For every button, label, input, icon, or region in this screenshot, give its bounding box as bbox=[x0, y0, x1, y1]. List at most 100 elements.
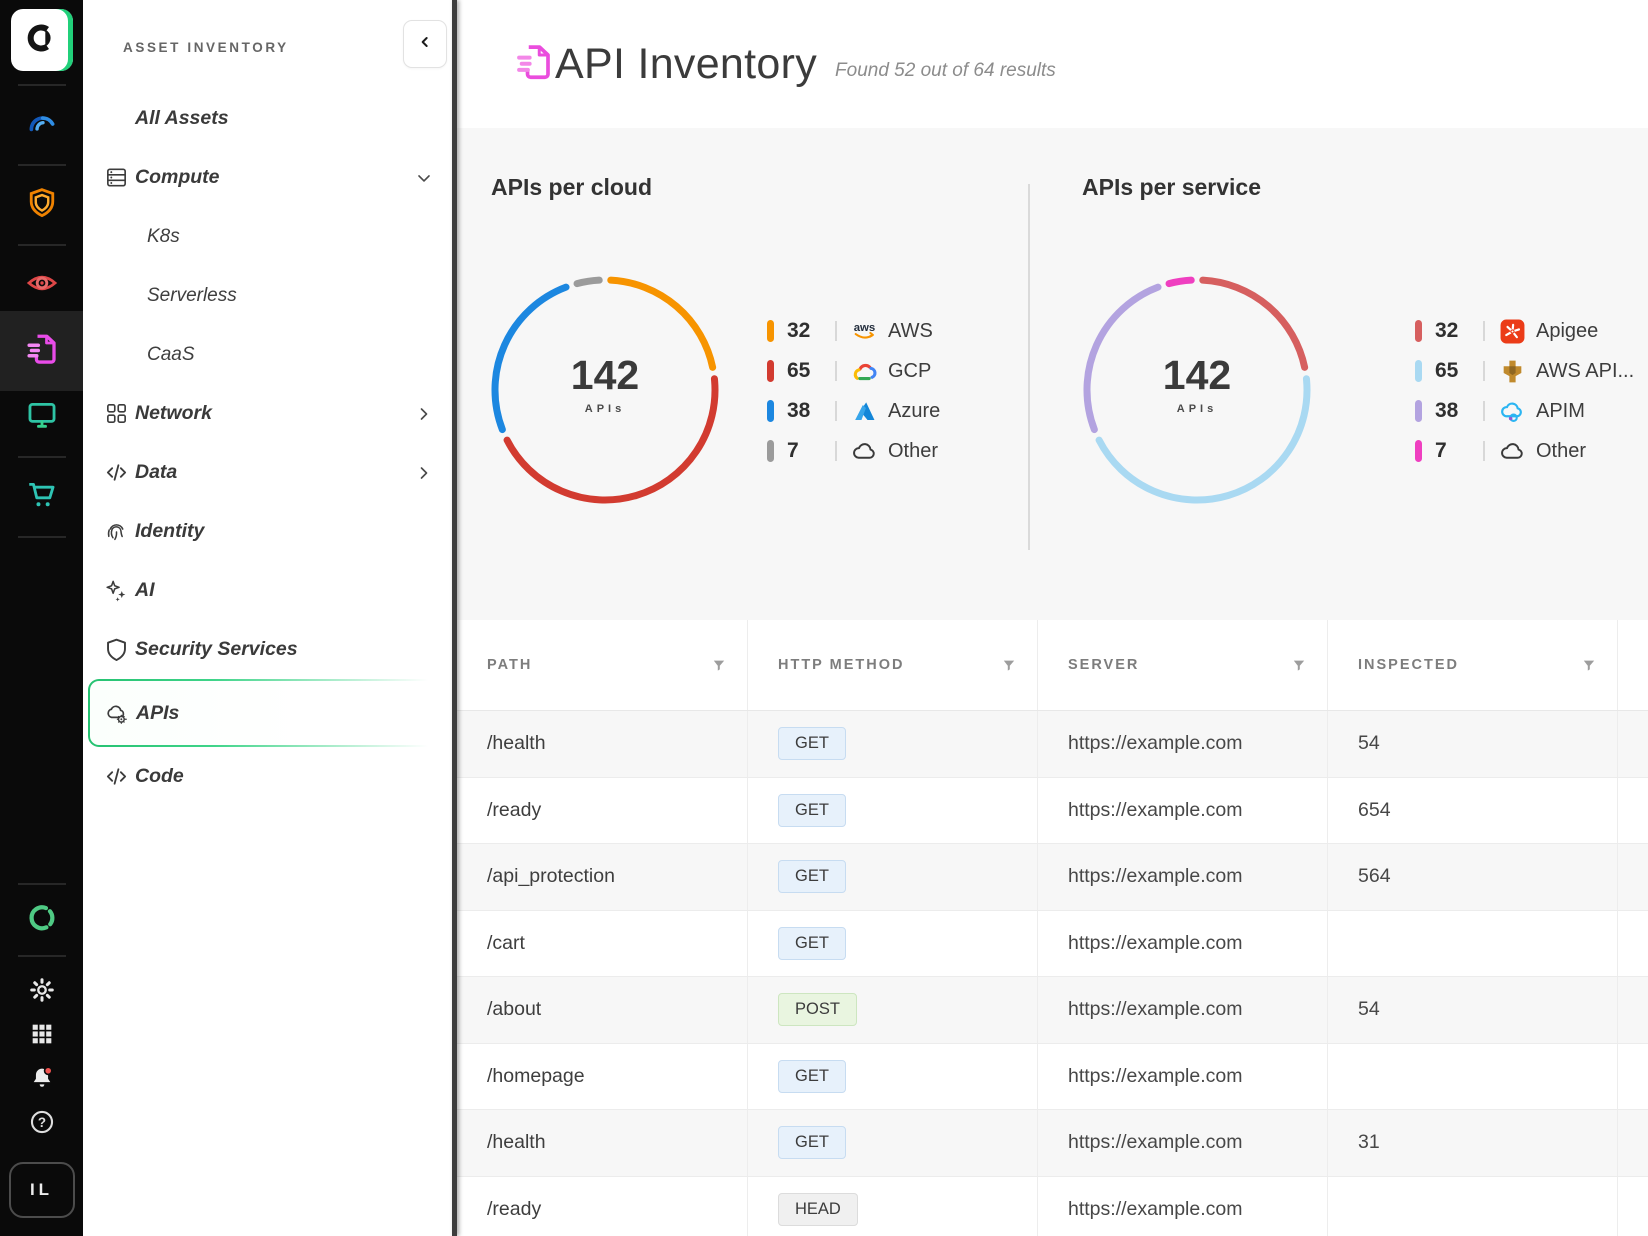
rail-item-api-inventory[interactable] bbox=[0, 311, 83, 391]
sidebar-item-label: CaaS bbox=[147, 343, 195, 365]
legend-divider bbox=[1483, 321, 1485, 341]
sidebar-item-serverless[interactable]: Serverless bbox=[83, 266, 452, 325]
chart-title: APIs per cloud bbox=[491, 174, 653, 200]
page-header: API Inventory Found 52 out of 64 results bbox=[457, 0, 1648, 128]
table-row[interactable]: /ready HEAD https://example.com bbox=[457, 1176, 1648, 1236]
chevron-left-icon bbox=[417, 34, 433, 55]
sidebar-item-ai[interactable]: AI bbox=[83, 561, 452, 620]
table-row[interactable]: /health GET https://example.com 31 bbox=[457, 1110, 1648, 1177]
column-header-server: SERVER bbox=[1037, 620, 1327, 710]
rail-item-workloads[interactable] bbox=[0, 391, 83, 443]
rail-item-dashboard[interactable] bbox=[0, 99, 83, 151]
sidebar-item-label: Serverless bbox=[147, 284, 237, 306]
sidebar-item-label: Identity bbox=[135, 520, 205, 542]
cell-path: /homepage bbox=[487, 1064, 585, 1087]
cell-inspected: 654 bbox=[1327, 777, 1617, 843]
cell-server: https://example.com bbox=[1037, 910, 1327, 976]
donut-segment-apim bbox=[1083, 283, 1162, 434]
help-button[interactable]: ? bbox=[0, 1102, 83, 1146]
cell-method: HEAD bbox=[747, 1176, 1037, 1236]
column-header-path: PATH bbox=[457, 620, 747, 710]
cell-method: GET bbox=[747, 711, 1037, 777]
filter-icon[interactable] bbox=[1291, 657, 1307, 673]
cloud-icon bbox=[1499, 438, 1526, 465]
sidebar-collapse-button[interactable] bbox=[403, 20, 447, 68]
http-method-badge: GET bbox=[778, 926, 846, 960]
column-header-label: SERVER bbox=[1068, 657, 1140, 673]
api-document-icon bbox=[513, 41, 555, 88]
sidebar-item-caas[interactable]: CaaS bbox=[83, 325, 452, 384]
sidebar-item-security-services[interactable]: Security Services bbox=[83, 620, 452, 679]
legend-value: 38 bbox=[1435, 399, 1459, 422]
sidebar-item-label: Network bbox=[135, 402, 212, 424]
settings-button[interactable] bbox=[0, 970, 83, 1014]
sidebar-item-compute[interactable]: Compute bbox=[83, 148, 452, 207]
sidebar-item-identity[interactable]: Identity bbox=[83, 502, 452, 561]
sidebar-item-all-assets[interactable]: All Assets bbox=[83, 89, 452, 148]
filter-icon[interactable] bbox=[711, 657, 727, 673]
table-row[interactable]: /ready GET https://example.com 654 bbox=[457, 777, 1648, 844]
rail-item-status-ring[interactable] bbox=[0, 898, 83, 942]
table-row[interactable]: /cart GET https://example.com bbox=[457, 910, 1648, 977]
sidebar-title: ASSET INVENTORY bbox=[123, 40, 289, 55]
donut-segment-other bbox=[573, 276, 603, 288]
legend-item-azure: 38 Azure bbox=[767, 391, 940, 431]
sidebar-item-network[interactable]: Network bbox=[83, 384, 452, 443]
icon-rail: ? IL bbox=[0, 0, 83, 1236]
sidebar-item-data[interactable]: Data bbox=[83, 443, 452, 502]
rail-item-visibility[interactable] bbox=[0, 259, 83, 311]
notifications-button[interactable] bbox=[0, 1058, 83, 1102]
donut-segment-azure bbox=[491, 283, 570, 434]
page-title: API Inventory bbox=[555, 39, 818, 88]
sidebar-menu: All Assets Compute K8s Serverless CaaS Networ… bbox=[83, 89, 452, 806]
table-row[interactable]: /api_protection GET https://example.com … bbox=[457, 844, 1648, 911]
apps-grid-button[interactable] bbox=[0, 1014, 83, 1058]
panel-split-line[interactable] bbox=[452, 0, 457, 1236]
sidebar-item-apis[interactable]: APIs bbox=[88, 679, 446, 747]
column-header-label: PATH bbox=[487, 657, 533, 673]
donut-segment-apigee bbox=[1199, 276, 1309, 371]
table-row[interactable]: /health GET https://example.com 54 bbox=[457, 711, 1648, 778]
main-content: API Inventory Found 52 out of 64 results… bbox=[457, 0, 1648, 1236]
legend-color-pill bbox=[767, 360, 774, 382]
cell-server: https://example.com bbox=[1037, 1110, 1327, 1176]
svg-text:?: ? bbox=[37, 1114, 45, 1129]
legend-divider bbox=[1483, 361, 1485, 381]
filter-icon[interactable] bbox=[1001, 657, 1017, 673]
filter-icon[interactable] bbox=[1581, 657, 1597, 673]
cell-spacer bbox=[1617, 844, 1648, 910]
brand-logo[interactable] bbox=[10, 9, 73, 71]
table-row[interactable]: /homepage GET https://example.com bbox=[457, 1043, 1648, 1110]
apim-icon bbox=[1499, 398, 1526, 425]
apps-grid-icon bbox=[28, 1020, 56, 1053]
rail-item-supply-chain[interactable] bbox=[0, 471, 83, 523]
charts-panel: APIs per cloud 142 APIs 32 aws AWS 65 GC… bbox=[457, 128, 1648, 620]
column-header-label: INSPECTED bbox=[1358, 657, 1459, 673]
chart-apis-per-service: APIs per service 142 APIs 32 Apigee 65 A… bbox=[1030, 128, 1648, 620]
legend-color-pill bbox=[767, 320, 774, 342]
cell-path: /health bbox=[487, 732, 546, 755]
legend-value: 65 bbox=[1435, 359, 1459, 382]
legend-item-apim: 38 APIM bbox=[1415, 391, 1634, 431]
green-ring-icon bbox=[25, 901, 59, 940]
chevron-right-icon[interactable] bbox=[414, 463, 434, 483]
sidebar-item-label: Data bbox=[135, 461, 178, 483]
sidebar-item-k8s[interactable]: K8s bbox=[83, 207, 452, 266]
rail-item-protection[interactable] bbox=[0, 179, 83, 231]
legend-value: 7 bbox=[787, 439, 799, 462]
chevron-down-icon[interactable] bbox=[414, 168, 434, 188]
donut-chart bbox=[1083, 276, 1311, 504]
user-avatar[interactable]: IL bbox=[8, 1162, 75, 1218]
table-row[interactable]: /about POST https://example.com 54 bbox=[457, 977, 1648, 1044]
network-icon bbox=[103, 400, 130, 427]
legend-item-aws-api-: 65 AWS API... bbox=[1415, 351, 1634, 391]
legend-item-gcp: 65 GCP bbox=[767, 351, 940, 391]
cell-method: GET bbox=[747, 844, 1037, 910]
legend-divider bbox=[835, 401, 837, 421]
chevron-right-icon[interactable] bbox=[414, 404, 434, 424]
aperture-logo-icon bbox=[24, 20, 60, 61]
legend-color-pill bbox=[767, 400, 774, 422]
cell-server: https://example.com bbox=[1037, 844, 1327, 910]
sidebar-item-code[interactable]: Code bbox=[83, 747, 452, 806]
cell-server: https://example.com bbox=[1037, 1043, 1327, 1109]
